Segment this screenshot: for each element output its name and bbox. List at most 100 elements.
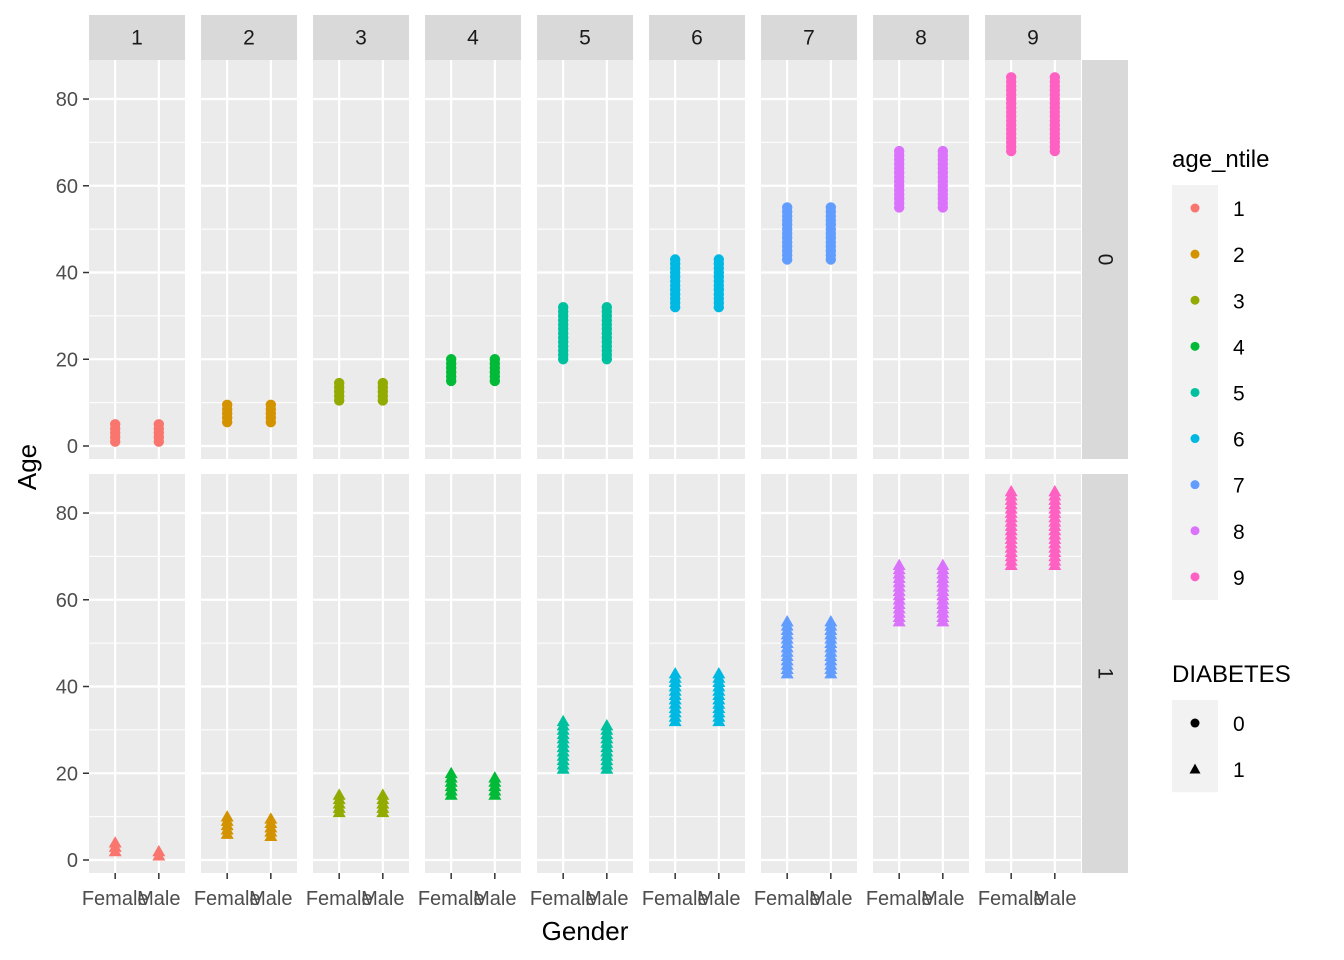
legend-label-age-ntile-4: 4 [1233, 336, 1245, 359]
data-point [1049, 72, 1061, 83]
panel-background [537, 60, 633, 459]
series-d1-n7 [780, 614, 838, 679]
data-point [488, 771, 502, 783]
facet-strip-1 [89, 15, 185, 60]
panel-1-9 [985, 474, 1081, 873]
panel-0-3 [313, 60, 409, 459]
series-d0-n1 [109, 419, 165, 447]
panel-0-4 [425, 60, 521, 459]
legend-label-age-ntile-1: 1 [1233, 198, 1245, 221]
series-d1-n5 [556, 714, 614, 774]
data-point [445, 354, 457, 365]
x-tick-label: Male [137, 888, 180, 910]
data-point [489, 354, 501, 365]
series-d0-n9 [1005, 72, 1061, 157]
data-point [936, 558, 950, 570]
panel-background [313, 60, 409, 459]
facet-strip-label-8: 8 [915, 27, 927, 50]
data-point [220, 810, 234, 822]
data-point [712, 667, 726, 679]
series-d1-n8 [892, 558, 950, 627]
legend-label-age-ntile-3: 3 [1233, 290, 1245, 313]
series-d1-n6 [668, 667, 726, 727]
facet-strip-label-6: 6 [691, 27, 703, 50]
data-point [893, 145, 905, 157]
panel-background [649, 60, 745, 459]
facet-strip-4 [425, 15, 521, 60]
series-d1-n2 [220, 810, 278, 842]
data-point [601, 302, 613, 313]
facet-strip-9 [985, 15, 1081, 60]
row-strip-1 [1082, 474, 1128, 873]
panel-0-2 [201, 60, 297, 459]
legend-label-age-ntile-9: 9 [1233, 567, 1245, 590]
facet-strip-2 [201, 15, 297, 60]
legend-key-diabetes-0 [1190, 718, 1200, 728]
facet-strip-label-5: 5 [579, 27, 591, 50]
data-point [780, 614, 794, 627]
facet-strip-label-9: 9 [1027, 27, 1039, 50]
y-tick-label: 40 [56, 263, 78, 285]
data-point [557, 302, 569, 313]
x-tick-label: Male [921, 888, 964, 910]
data-point [333, 377, 345, 389]
legend-key-age-ntile-1 [1190, 203, 1200, 213]
series-d0-n2 [221, 399, 277, 428]
data-point [937, 145, 949, 157]
x-tick-label: Female [866, 888, 933, 910]
facet-strip-label-1: 1 [131, 27, 143, 50]
facet-strip-label-3: 3 [355, 27, 367, 50]
data-point [109, 419, 121, 430]
y-tick-label: 20 [56, 763, 78, 785]
data-point [713, 254, 725, 265]
legend-key-age-ntile-5 [1190, 387, 1200, 397]
facet-strip-5 [537, 15, 633, 60]
data-point [153, 419, 165, 430]
legend-label-age-ntile-5: 5 [1233, 382, 1245, 405]
legend-key-age-ntile-7 [1190, 480, 1200, 490]
data-point [265, 399, 277, 410]
series-d0-n8 [893, 145, 949, 213]
legend-title-diabetes: DIABETES [1172, 661, 1291, 688]
panel-0-9 [985, 60, 1081, 459]
series-d0-n5 [557, 302, 613, 365]
legend-label-age-ntile-7: 7 [1233, 475, 1245, 498]
y-tick-label: 60 [56, 176, 78, 198]
x-tick-label: Female [642, 888, 709, 910]
data-point [1004, 484, 1018, 497]
series-d0-n6 [669, 254, 725, 313]
legend-shape-background [1172, 700, 1218, 793]
x-tick-label: Male [697, 888, 740, 910]
row-strip-label-0: 0 [1094, 254, 1117, 266]
x-tick-label: Male [249, 888, 292, 910]
y-tick-label: 20 [56, 349, 78, 371]
x-axis-title: Gender [542, 916, 629, 946]
panel-0-1 [89, 60, 185, 459]
panel-1-5 [537, 474, 633, 873]
series-d1-n9 [1004, 484, 1062, 570]
panel-background [425, 60, 521, 459]
panel-background [761, 474, 857, 873]
panel-background [985, 60, 1081, 459]
legend-key-age-ntile-3 [1190, 295, 1200, 305]
legend-label-diabetes-0: 0 [1233, 713, 1245, 736]
series-d1-n1 [108, 836, 166, 861]
data-point [376, 788, 390, 800]
panel-1-2 [201, 474, 297, 873]
panel-0-7 [761, 60, 857, 459]
legend-label-diabetes-1: 1 [1233, 759, 1245, 782]
panel-background [985, 474, 1081, 873]
y-tick-label: 0 [67, 850, 78, 872]
series-d1-n3 [332, 788, 390, 818]
data-point [1005, 72, 1017, 83]
series-d0-n7 [781, 202, 837, 265]
x-tick-label: Female [978, 888, 1045, 910]
legend-key-age-ntile-9 [1190, 572, 1200, 582]
series-d0-n3 [333, 377, 389, 406]
data-point [556, 714, 570, 727]
panel-1-1 [89, 474, 185, 873]
row-strip-label-1: 1 [1094, 668, 1117, 680]
row-strip-0 [1082, 60, 1128, 459]
facet-strip-label-4: 4 [467, 27, 479, 50]
x-tick-label: Male [1033, 888, 1076, 910]
